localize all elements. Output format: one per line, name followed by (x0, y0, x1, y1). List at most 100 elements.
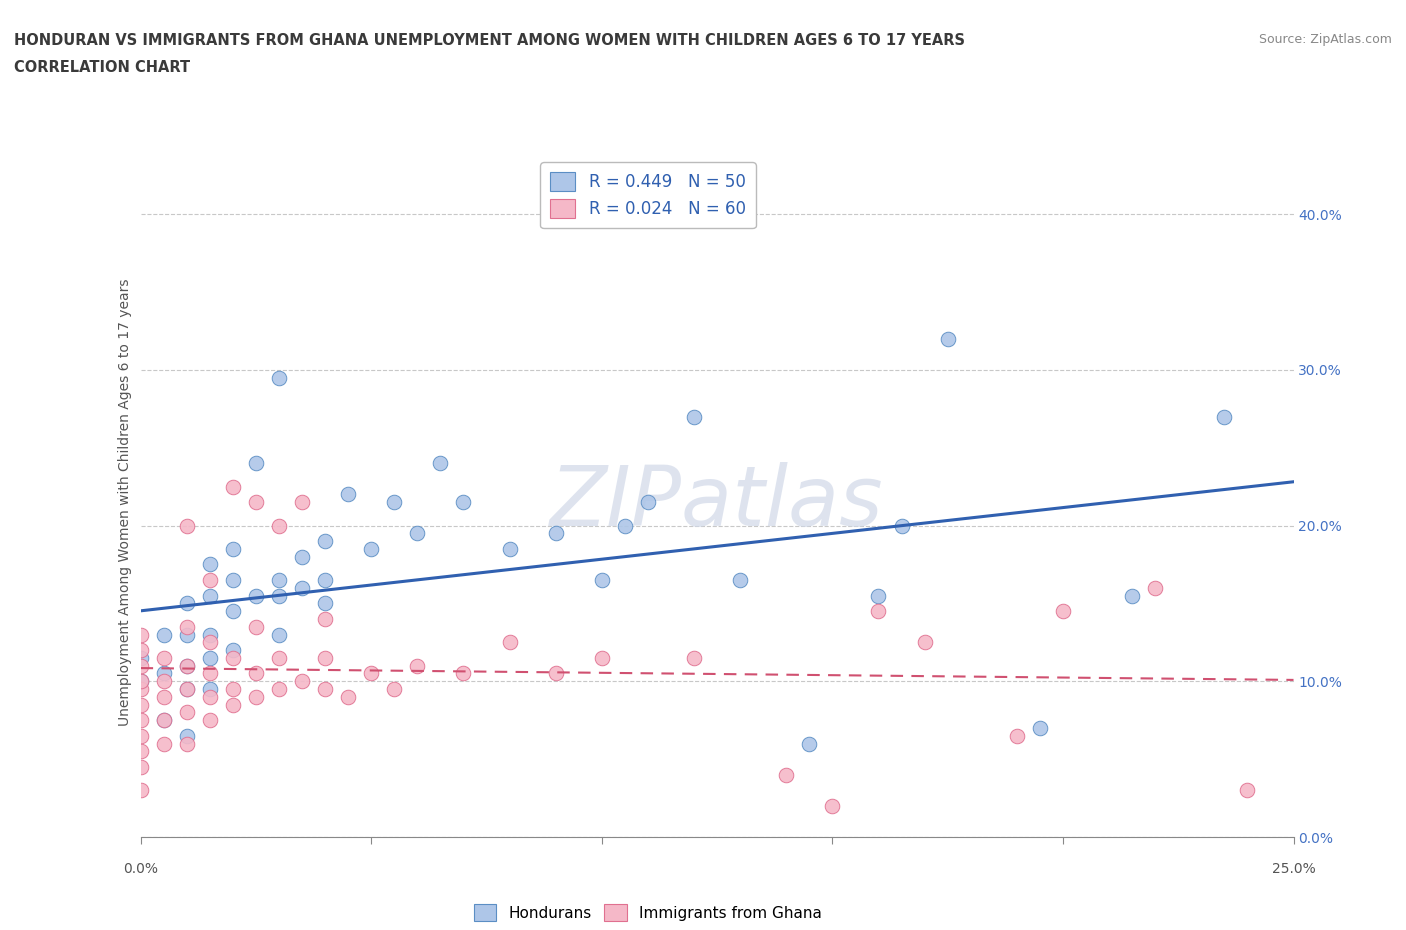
Point (198, 557, 221, 572)
Point (868, 588, 890, 603)
Point (129, 698, 152, 712)
Point (382, 682, 405, 697)
Point (637, 495, 659, 510)
Point (337, 689, 360, 704)
Point (198, 627, 221, 642)
Point (222, 650, 245, 665)
Point (498, 635, 520, 650)
Point (152, 674, 174, 689)
Point (314, 534, 336, 549)
Point (129, 658, 152, 673)
Point (267, 650, 290, 665)
Point (129, 650, 152, 665)
Point (245, 588, 267, 603)
Point (1144, 580, 1167, 595)
Point (267, 588, 290, 603)
Point (683, 650, 706, 665)
Point (613, 518, 636, 533)
Point (245, 666, 267, 681)
Point (314, 682, 336, 697)
Point (222, 479, 245, 494)
Point (936, 331, 959, 346)
Point (267, 627, 290, 642)
Point (245, 689, 267, 704)
Point (129, 760, 152, 775)
Point (291, 674, 314, 689)
Point (222, 682, 245, 697)
Point (821, 799, 844, 814)
Point (176, 596, 198, 611)
Point (799, 737, 821, 751)
Point (152, 627, 174, 642)
Point (198, 689, 221, 704)
Text: 0.0%: 0.0% (124, 862, 157, 876)
Point (1052, 604, 1074, 618)
Point (1213, 409, 1236, 424)
Point (1005, 728, 1028, 743)
Point (222, 698, 245, 712)
Point (890, 518, 912, 533)
Point (429, 456, 451, 471)
Point (176, 658, 198, 673)
Point (129, 712, 152, 727)
Point (291, 550, 314, 565)
Point (498, 541, 520, 556)
Point (591, 650, 613, 665)
Point (152, 650, 174, 665)
Y-axis label: Unemployment Among Women with Children Ages 6 to 17 years: Unemployment Among Women with Children A… (118, 278, 132, 726)
Point (267, 682, 290, 697)
Text: 25.0%: 25.0% (1271, 862, 1316, 876)
Point (453, 666, 475, 681)
Point (198, 635, 221, 650)
Point (267, 573, 290, 588)
Point (314, 612, 336, 627)
Point (314, 650, 336, 665)
Point (267, 370, 290, 385)
Point (406, 658, 429, 673)
Point (176, 682, 198, 697)
Point (245, 456, 267, 471)
Point (152, 737, 174, 751)
Point (129, 674, 152, 689)
Point (176, 728, 198, 743)
Point (291, 495, 314, 510)
Point (544, 666, 567, 681)
Text: HONDURAN VS IMMIGRANTS FROM GHANA UNEMPLOYMENT AMONG WOMEN WITH CHILDREN AGES 6 : HONDURAN VS IMMIGRANTS FROM GHANA UNEMPL… (14, 33, 965, 47)
Point (314, 596, 336, 611)
Point (129, 627, 152, 642)
Point (360, 541, 382, 556)
Point (176, 658, 198, 673)
Point (1029, 721, 1052, 736)
Point (382, 495, 405, 510)
Text: ZIPatlas: ZIPatlas (550, 461, 884, 543)
Point (152, 689, 174, 704)
Point (291, 580, 314, 595)
Point (152, 666, 174, 681)
Text: CORRELATION CHART: CORRELATION CHART (14, 60, 190, 75)
Point (683, 409, 706, 424)
Point (198, 588, 221, 603)
Point (198, 666, 221, 681)
Point (222, 604, 245, 618)
Point (453, 495, 475, 510)
Point (176, 682, 198, 697)
Point (222, 573, 245, 588)
Point (198, 650, 221, 665)
Point (176, 737, 198, 751)
Point (129, 783, 152, 798)
Point (222, 643, 245, 658)
Point (129, 674, 152, 689)
Point (360, 666, 382, 681)
Point (245, 495, 267, 510)
Point (868, 604, 890, 618)
Point (1236, 783, 1258, 798)
Point (591, 573, 613, 588)
Point (544, 525, 567, 540)
Point (222, 541, 245, 556)
Point (129, 744, 152, 759)
Point (198, 573, 221, 588)
Point (152, 712, 174, 727)
Text: Source: ZipAtlas.com: Source: ZipAtlas.com (1258, 33, 1392, 46)
Point (198, 682, 221, 697)
Point (337, 487, 360, 502)
